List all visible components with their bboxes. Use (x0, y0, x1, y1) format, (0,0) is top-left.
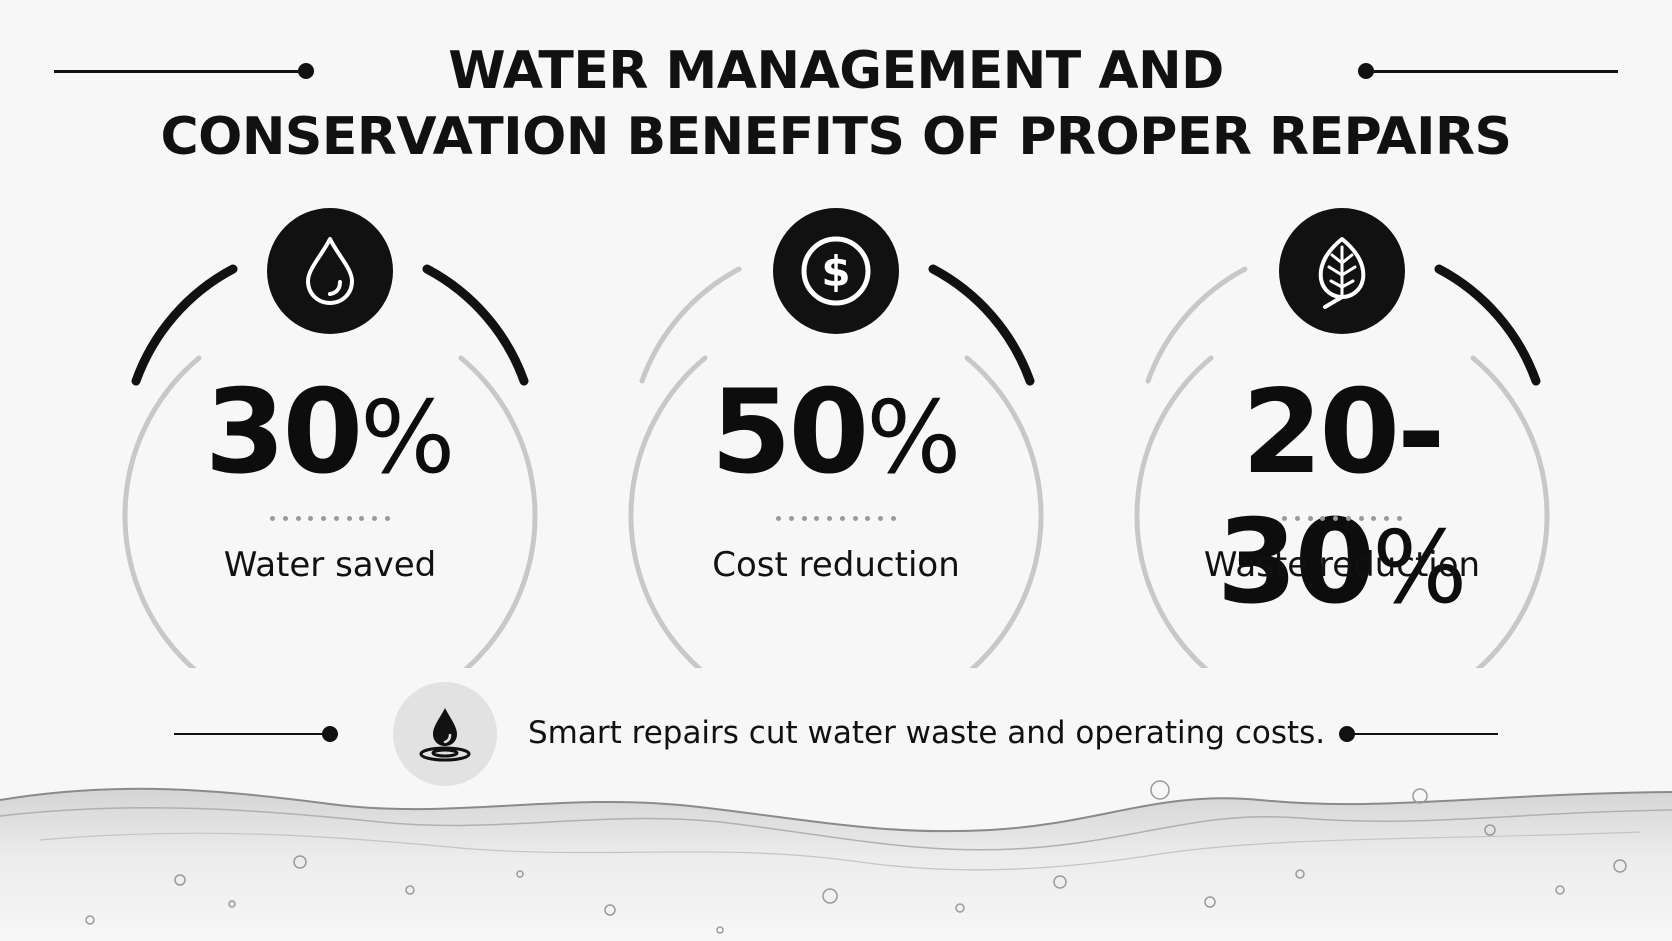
page-title-line-1: WATER MANAGEMENT AND (448, 41, 1224, 101)
title-rule-left-dot (298, 63, 314, 79)
stat-label: Water saved (223, 545, 437, 585)
stat-card-cost-reduction: $ 50% Cost reduction (626, 208, 1046, 668)
stat-card-waste-reduction: 20-30% Waste reduction (1132, 208, 1552, 668)
stat-value: 20-30% (1132, 368, 1552, 633)
stat-label: Cost reduction (712, 545, 960, 585)
footer-note: Smart repairs cut water waste and operat… (528, 715, 1326, 751)
stat-unit: % (1372, 509, 1468, 626)
stat-unit: % (866, 379, 962, 496)
stat-number: 50 (710, 365, 869, 500)
water-drop-ripple-icon (393, 682, 497, 786)
stat-ring (122, 264, 538, 668)
stat-card-water-saved: 30% Water saved (120, 208, 540, 668)
note-rule-left-dot (322, 726, 338, 742)
dotted-divider (1282, 516, 1402, 521)
note-rule-right-dot (1339, 726, 1355, 742)
stat-ring (1134, 264, 1550, 668)
page-title: WATER MANAGEMENT AND CONSERVATION BENEFI… (150, 38, 1522, 170)
title-rule-left (54, 70, 304, 73)
water-wave-graphic (0, 780, 1672, 941)
dotted-divider (270, 516, 390, 521)
stat-number: 30 (204, 365, 363, 500)
stat-value: 30% (120, 368, 540, 503)
dollar-coin-icon: $ (773, 208, 899, 334)
svg-text:$: $ (821, 247, 850, 296)
water-drop-icon (267, 208, 393, 334)
stat-ring (628, 264, 1044, 668)
title-rule-right (1366, 70, 1618, 73)
stat-label: Waste reduction (1203, 545, 1481, 585)
stat-unit: % (360, 379, 456, 496)
page-title-line-2: CONSERVATION BENEFITS OF PROPER REPAIRS (160, 107, 1512, 167)
note-rule-left (174, 733, 334, 735)
stat-value: 50% (626, 368, 1046, 503)
leaf-icon (1279, 208, 1405, 334)
note-rule-right (1348, 733, 1498, 735)
dotted-divider (776, 516, 896, 521)
